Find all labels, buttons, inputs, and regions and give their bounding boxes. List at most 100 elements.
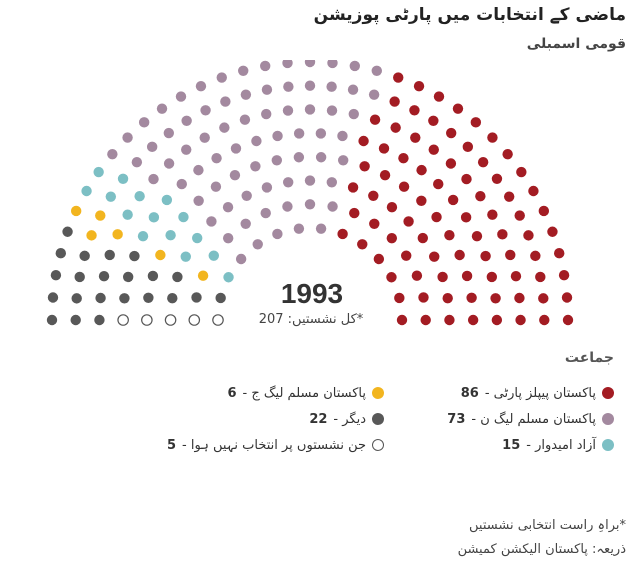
seat-dot xyxy=(554,248,565,259)
seat-dot xyxy=(229,169,241,181)
legend-label-no-election: جن نشستوں پر انتخاب نہیں ہوا - xyxy=(182,437,366,453)
seat-dot xyxy=(359,161,370,172)
total-seats-label: *کل نشستیں: 207 xyxy=(258,312,364,327)
seat-dot xyxy=(393,72,404,83)
seat-dot xyxy=(337,155,349,166)
seat-dot xyxy=(193,164,204,176)
legend-item-no-election: جن نشستوں پر انتخاب نہیں ہوا - 5 xyxy=(167,436,384,454)
seat-dot xyxy=(79,250,90,262)
seat-dot xyxy=(428,115,439,127)
seat-dot xyxy=(193,195,204,206)
seat-dot xyxy=(505,249,516,261)
seat-dot xyxy=(282,177,294,188)
legend-label-pmln: پاکستان مسلم لیگ ن - xyxy=(471,411,596,427)
seat-dot xyxy=(386,232,398,244)
seat-dot xyxy=(347,84,359,95)
seat-dot xyxy=(122,271,134,283)
seat-dot xyxy=(466,292,477,303)
seat-dot xyxy=(251,135,262,147)
legend-value-ppp: 86 xyxy=(460,385,479,401)
seat-dot xyxy=(462,141,474,153)
seat-dot xyxy=(390,122,401,133)
parliament-chart xyxy=(46,60,574,326)
seat-dot xyxy=(240,89,252,100)
seat-dot xyxy=(416,164,427,176)
seat-dot xyxy=(50,270,62,281)
seat-dot xyxy=(148,173,159,185)
seat-dot xyxy=(386,202,398,213)
seat-dot xyxy=(175,91,187,102)
seat-dot xyxy=(447,194,459,206)
seat-dot xyxy=(475,191,486,202)
legend-swatch-no-election xyxy=(372,439,384,451)
seat-dot xyxy=(261,84,273,95)
seat-dot xyxy=(461,270,473,282)
seat-dot xyxy=(222,202,234,213)
seat-dot xyxy=(358,135,369,147)
seat-dot xyxy=(293,152,305,163)
seat-dot xyxy=(514,210,525,221)
seat-dot xyxy=(98,271,110,282)
seat-dot xyxy=(411,270,423,281)
seat-dot xyxy=(417,232,428,244)
chart-subtitle: قومی اسمبلی xyxy=(526,36,626,52)
seat-dot xyxy=(134,191,145,202)
legend-value-pmln: 73 xyxy=(447,411,466,427)
seat-dot xyxy=(176,178,187,190)
legend-item-pmlj: پاکستان مسلم لیگ ج - 6 xyxy=(167,384,384,402)
seat-dot xyxy=(535,271,546,283)
seat-dot xyxy=(416,195,427,206)
seat-dot xyxy=(461,173,472,185)
seat-dot xyxy=(86,230,97,241)
seat-dot xyxy=(148,212,160,223)
seat-dot xyxy=(396,314,408,326)
seat-dot xyxy=(141,314,153,326)
seat-dot xyxy=(293,223,305,234)
seat-dot xyxy=(138,117,150,128)
seat-dot xyxy=(371,65,382,76)
seat-dot xyxy=(93,166,104,178)
seat-dot xyxy=(347,182,359,193)
seat-dot xyxy=(117,314,129,326)
seat-dot xyxy=(222,232,234,244)
seat-dot xyxy=(55,248,66,259)
seat-dot xyxy=(326,105,338,116)
seat-dot xyxy=(195,80,207,92)
seat-dot xyxy=(117,173,129,185)
seat-dot xyxy=(327,201,338,212)
seat-dot xyxy=(538,205,550,217)
seat-dot xyxy=(398,152,409,164)
seat-dot xyxy=(206,216,217,227)
seat-dot xyxy=(403,216,414,227)
seat-dot xyxy=(129,250,140,262)
seat-dot xyxy=(368,190,379,201)
seat-dot xyxy=(211,152,222,164)
legend-label-ppp: پاکستان پیپلز پارٹی - xyxy=(484,385,596,401)
seat-dot xyxy=(420,314,431,326)
seat-dot xyxy=(326,177,338,188)
seat-dot xyxy=(428,144,439,155)
legend-value-no-election: 5 xyxy=(167,437,177,453)
seat-dot xyxy=(250,161,261,172)
seat-dot xyxy=(379,169,391,181)
seat-dot xyxy=(487,209,498,220)
seat-dot xyxy=(503,191,515,202)
seat-dot xyxy=(398,181,410,192)
seat-dot xyxy=(112,229,123,240)
seat-dot xyxy=(210,181,222,192)
seat-dot xyxy=(562,314,574,326)
legend-column-left: پاکستان مسلم لیگ ج - 6 دیگر - 22 جن نشست… xyxy=(167,384,384,454)
seat-dot xyxy=(471,230,483,242)
seat-dot xyxy=(74,271,85,283)
seat-dot xyxy=(442,292,453,304)
seat-dot xyxy=(181,115,192,127)
seat-dot xyxy=(315,128,327,139)
legend-value-others: 22 xyxy=(309,411,328,427)
seat-dot xyxy=(539,314,550,326)
seat-dot xyxy=(119,293,130,304)
seat-dot xyxy=(241,190,252,201)
legend-item-ppp: پاکستان پیپلز پارٹی - 86 xyxy=(447,384,614,402)
seat-dot xyxy=(477,156,489,168)
seat-dot xyxy=(167,292,178,304)
seat-dot xyxy=(337,130,348,142)
